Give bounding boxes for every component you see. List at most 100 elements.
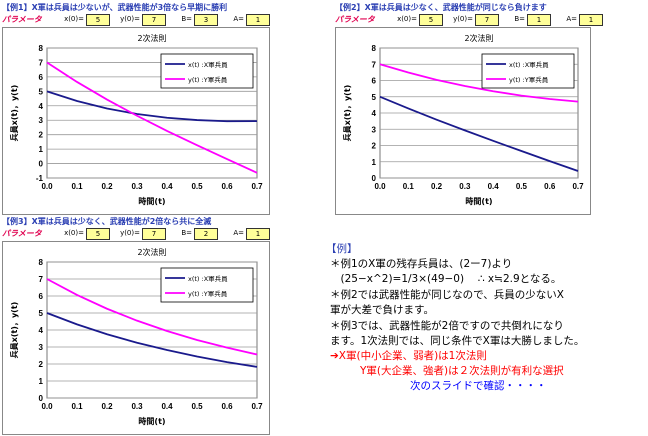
- chart-title: 2次法則: [464, 33, 493, 43]
- y-tick-label: 6: [39, 73, 44, 82]
- param-value-b[interactable]: 1: [527, 14, 551, 26]
- example-1-title: 【例1】X軍は兵員は少ないが、武器性能が3倍なら早期に勝利: [2, 3, 228, 12]
- param-name-a: A=: [233, 15, 244, 23]
- x-tick-label: 0.7: [251, 402, 263, 411]
- y-tick-label: 2: [372, 142, 377, 151]
- example-2-title: 【例2】X軍は兵員は少なく、武器性能が同じなら負けます: [335, 3, 547, 12]
- y-tick-label: 7: [372, 60, 377, 69]
- x-tick-label: 0.3: [131, 182, 143, 191]
- legend-label: y(t) :Y軍兵員: [188, 289, 228, 298]
- x-tick-label: 0.1: [71, 402, 83, 411]
- y-tick-label: 6: [372, 77, 377, 86]
- y-axis-label: 兵員x(t)，y(t): [342, 85, 352, 142]
- x-tick-label: 0.0: [374, 182, 386, 191]
- param-name-x0: x(0)=: [397, 15, 417, 23]
- legend-label: x(t) :X軍兵員: [509, 60, 549, 69]
- y-tick-label: 1: [39, 145, 44, 154]
- note-line-9: 次のスライドで確認・・・・: [410, 380, 547, 392]
- param-value-a[interactable]: 1: [579, 14, 603, 26]
- x-tick-label: 0.3: [459, 182, 471, 191]
- chart-3: 0 1 2 3 4 5 6 7 8 0.0 0.1 0.2 0.3 0.4 0.5 0.6 0.7 2次法則 時間(…: [2, 241, 270, 435]
- series-line-y: [46, 61, 258, 174]
- legend-label: x(t) :X軍兵員: [188, 60, 228, 69]
- x-tick-label: 0.0: [41, 182, 53, 191]
- legend-label: y(t) :Y軍兵員: [509, 75, 549, 84]
- param-value-y0[interactable]: 7: [142, 228, 166, 240]
- param-label: パラメータ: [335, 15, 375, 24]
- y-tick-label: 5: [372, 93, 377, 102]
- y-tick-label: 5: [39, 309, 44, 318]
- y-tick-label: 7: [39, 58, 44, 67]
- series-line-x: [46, 90, 258, 123]
- param-name-b: B=: [514, 15, 525, 23]
- note-line-5: ＊例3では、武器性能が2倍ですので共倒れになり: [330, 320, 564, 332]
- y-tick-label: 8: [39, 44, 44, 53]
- legend-box: [160, 53, 254, 89]
- param-value-x0[interactable]: 5: [419, 14, 443, 26]
- param-label: パラメータ: [2, 15, 42, 24]
- param-label: パラメータ: [2, 229, 42, 238]
- note-line-4: 軍が大差で負けます。: [330, 304, 434, 316]
- param-value-x0[interactable]: 5: [86, 228, 110, 240]
- y-tick-label: 5: [39, 87, 44, 96]
- y-tick-label: 3: [372, 125, 377, 134]
- example-3-title: 【例3】X軍は兵員は少なく、武器性能が2倍なら共に全滅: [2, 217, 212, 226]
- y-tick-label: 3: [39, 116, 44, 125]
- x-axis-label: 時間(t): [465, 196, 492, 206]
- note-line-2: (25−x^2)=1/3×(49−0) ∴ x≒2.9となる。: [330, 273, 562, 285]
- param-name-a: A=: [566, 15, 577, 23]
- param-value-y0[interactable]: 7: [142, 14, 166, 26]
- legend-box: [160, 267, 254, 303]
- x-tick-label: 0.4: [161, 182, 173, 191]
- x-tick-label: 0.7: [572, 182, 584, 191]
- x-tick-label: 0.1: [71, 182, 83, 191]
- y-axis-label: 兵員x(t)，y(t): [9, 85, 19, 142]
- series-line-y: [379, 63, 579, 103]
- param-value-y0[interactable]: 7: [475, 14, 499, 26]
- y-tick-label: 0: [39, 394, 44, 403]
- param-name-y0: y(0)=: [453, 15, 473, 23]
- x-tick-label: 0.3: [131, 402, 143, 411]
- example-3-params: パラメータ x(0)= 5 y(0)= 7 B= 2 A= 1: [2, 228, 302, 240]
- x-tick-label: 0.0: [41, 402, 53, 411]
- chart-2: 0 1 2 3 4 5 6 7 8 0.0 0.1 0.2 0.3 0.4 0.5 0.6 0.7 2次法則 時間(…: [335, 27, 591, 215]
- x-axis-label: 時間(t): [138, 416, 165, 426]
- chart-3-svg: 0 1 2 3 4 5 6 7 8 0.0 0.1 0.2 0.3 0.4 0.5 0.6 0.7 2次法則時間(…: [9, 247, 263, 426]
- param-value-a[interactable]: 1: [246, 228, 270, 240]
- chart-1-svg: -1 0 1 2 3 4 5 6 7 8 0.0 0.1 0.2 0.3 0.4 0.5 0.6 0.7 2次法則時…: [9, 33, 263, 206]
- x-axis-label: 時間(t): [138, 196, 165, 206]
- notes-heading: 【例】: [326, 243, 358, 255]
- y-tick-label: 2: [39, 360, 44, 369]
- param-value-b[interactable]: 3: [194, 14, 218, 26]
- y-tick-label: 2: [39, 131, 44, 140]
- param-name-b: B=: [181, 15, 192, 23]
- chart-1: -1 0 1 2 3 4 5 6 7 8 0.0 0.1 0.2 0.3 0.4 0.5 0.6 0.7 2次法則時…: [2, 27, 270, 215]
- x-tick-label: 0.2: [431, 182, 443, 191]
- y-tick-label: 8: [372, 44, 377, 53]
- legend-label: x(t) :X軍兵員: [188, 274, 228, 283]
- param-name-b: B=: [181, 229, 192, 237]
- x-tick-label: 0.4: [488, 182, 500, 191]
- x-tick-label: 0.2: [101, 182, 113, 191]
- y-tick-label: 4: [39, 102, 44, 111]
- y-tick-label: -1: [36, 174, 44, 183]
- y-tick-label: 8: [39, 258, 44, 267]
- example-1-params: パラメータ x(0)= 5 y(0)= 7 B= 3 A= 1: [2, 14, 302, 26]
- param-value-x0[interactable]: 5: [86, 14, 110, 26]
- note-line-6: ます。1次法則では、同じ条件でX軍は大勝しました。: [330, 335, 585, 347]
- x-tick-label: 0.5: [191, 402, 203, 411]
- legend-label: y(t) :Y軍兵員: [188, 75, 228, 84]
- y-tick-label: 0: [39, 160, 44, 169]
- note-line-8: Y軍(大企業、強者)は２次法則が有利な選択: [360, 365, 564, 377]
- param-name-y0: y(0)=: [120, 229, 140, 237]
- note-line-1: ＊例1のX軍の残存兵員は、(2ー7)より: [330, 258, 513, 270]
- y-tick-label: 0: [372, 174, 377, 183]
- x-tick-label: 0.1: [403, 182, 415, 191]
- y-tick-label: 4: [39, 326, 44, 335]
- param-value-b[interactable]: 2: [194, 228, 218, 240]
- y-tick-label: 6: [39, 292, 44, 301]
- x-tick-label: 0.6: [221, 402, 233, 411]
- chart-title: 2次法則: [137, 33, 166, 43]
- param-value-a[interactable]: 1: [246, 14, 270, 26]
- x-tick-label: 0.6: [544, 182, 556, 191]
